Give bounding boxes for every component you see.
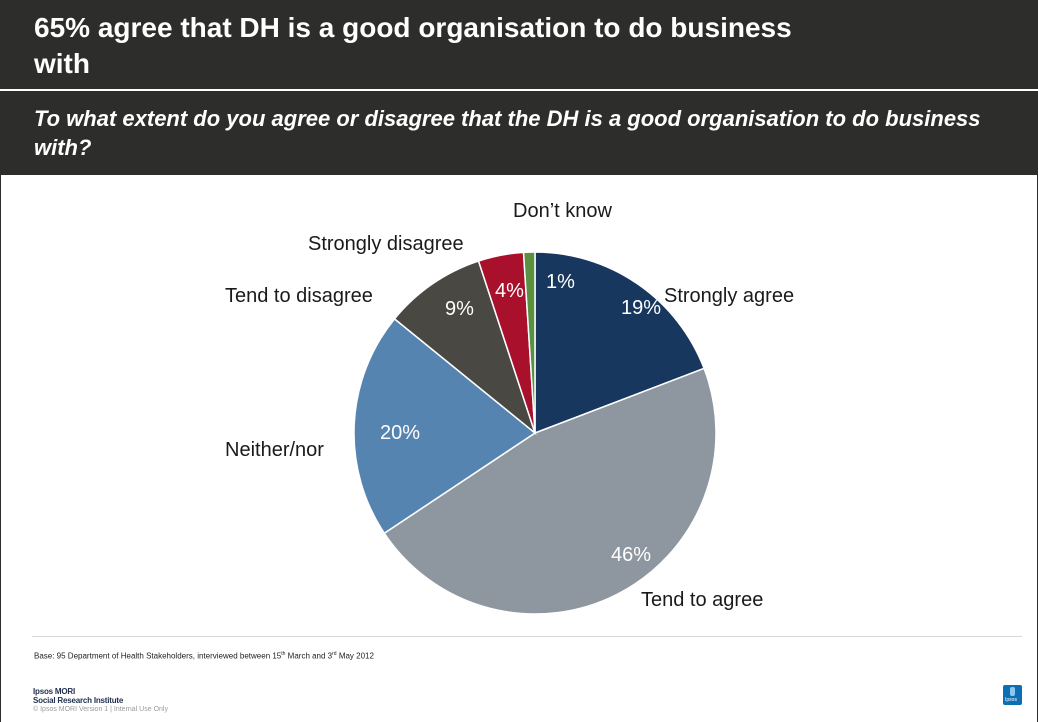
pie-slice-strongly-agree (534, 251, 706, 435)
category-label-tend-to-disagree: Tend to disagree (225, 285, 373, 307)
copyright-text: © Ipsos MORI Version 1 | Internal Use On… (33, 706, 168, 713)
value-label-tend-to-disagree: 9% (445, 298, 474, 320)
value-label-tend-to-agree: 46% (611, 544, 651, 566)
category-label-strongly-agree: Strongly agree (664, 285, 794, 307)
base-text-mid: March and 3 (285, 651, 333, 661)
category-label-tend-to-agree: Tend to agree (641, 589, 763, 611)
pie-slice-don-t-know (522, 251, 536, 434)
question-bar: To what extent do you agree or disagree … (0, 91, 1038, 175)
page-title: 65% agree that DH is a good organisation… (34, 12, 792, 79)
frame-left-border (0, 175, 1, 722)
base-sup-rd: rd (332, 651, 337, 657)
pie-slice-tend-to-agree (383, 367, 717, 615)
base-text-end: May 2012 (336, 651, 374, 661)
ipsos-mori-logo: Ipsos MORI Social Research Institute © I… (33, 687, 168, 715)
category-label-don-t-know: Don’t know (513, 200, 612, 222)
value-label-strongly-agree: 19% (621, 297, 661, 319)
title-bar: 65% agree that DH is a good organisation… (0, 0, 1038, 91)
category-label-neither-nor: Neither/nor (225, 439, 324, 461)
pie-slice-tend-to-disagree (393, 260, 537, 436)
brand-mark (1010, 687, 1015, 696)
value-label-neither-nor: 20% (380, 422, 420, 444)
logo-line-2: Social Research Institute (33, 696, 124, 705)
question-text: To what extent do you agree or disagree … (34, 106, 981, 160)
base-text-start: Base: 95 Department of Health Stakeholde… (34, 651, 282, 661)
brand-text: Ipsos (1005, 697, 1017, 703)
ipsos-brand-icon: Ipsos (1003, 685, 1022, 705)
base-sup-th: th (281, 651, 286, 657)
pie-chart: 19%Strongly agree 46% Tend to agree 20% Neit… (225, 200, 794, 615)
category-label-strongly-disagree: Strongly disagree (308, 233, 464, 255)
value-label-don-t-know: 1% (546, 271, 575, 293)
value-label-strongly-disagree: 4% (495, 280, 524, 302)
pie-slice-neither-nor (353, 317, 537, 535)
footer-divider (32, 636, 1022, 637)
logo-line-1: Ipsos MORI (33, 687, 76, 696)
base-footnote: Base: 95 Department of Health Stakeholde… (34, 651, 374, 661)
